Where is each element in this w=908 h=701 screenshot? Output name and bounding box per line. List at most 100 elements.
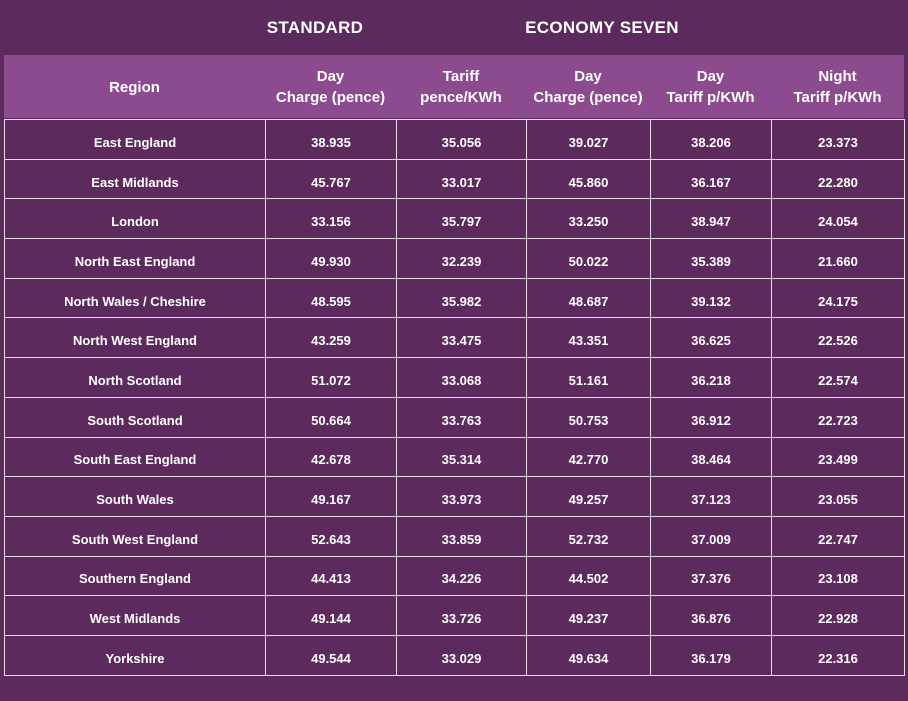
value-cell: 33.475 (396, 317, 527, 359)
table-row: North Scotland 51.072 33.068 51.161 36.218 22… (4, 357, 905, 398)
value-cell: 49.257 (526, 476, 651, 517)
header-line: Day (574, 67, 602, 85)
value-cell: 36.912 (650, 396, 772, 438)
value-cell: 51.072 (265, 357, 397, 398)
value-cell: 43.351 (526, 317, 651, 359)
value-cell: 22.280 (771, 158, 905, 200)
value-cell: 35.797 (396, 198, 527, 240)
column-header: Night Tariff p/KWh (771, 55, 904, 118)
value-cell: 42.678 (265, 436, 397, 478)
value-cell: 43.259 (265, 317, 397, 359)
value-cell: 35.056 (396, 119, 527, 160)
value-cell: 36.218 (650, 357, 772, 398)
value-cell: 33.068 (396, 357, 527, 398)
column-header: Day Tariff p/KWh (650, 55, 771, 118)
value-cell: 37.009 (650, 515, 772, 557)
value-cell: 22.723 (771, 396, 905, 438)
column-header: Day Charge (pence) (265, 55, 396, 118)
value-cell: 32.239 (396, 238, 527, 279)
value-cell: 33.017 (396, 158, 527, 200)
table-row: London 33.156 35.797 33.250 38.947 24.054 (4, 198, 905, 240)
group-header: ECONOMY SEVEN (525, 18, 679, 37)
table-row: South West England 52.643 33.859 52.732 37.0… (4, 515, 905, 557)
header-line: Tariff (442, 67, 480, 85)
value-cell: 48.595 (265, 277, 397, 319)
group-header: STANDARD (266, 18, 364, 37)
value-cell: 36.625 (650, 317, 772, 359)
header-line: Day (316, 67, 345, 85)
value-cell: 22.526 (771, 317, 905, 359)
table-row: Southern England 44.413 34.226 44.502 37.376… (4, 555, 905, 597)
value-cell: 23.108 (771, 555, 905, 597)
value-cell: 42.770 (526, 436, 651, 478)
value-cell: 50.753 (526, 396, 651, 438)
column-header: Region (4, 55, 265, 119)
value-cell: 33.726 (396, 595, 527, 636)
value-cell: 35.314 (396, 436, 527, 478)
value-cell: 33.973 (396, 476, 527, 517)
value-cell: 49.167 (265, 476, 397, 517)
region-cell: East England (4, 119, 266, 160)
value-cell: 49.634 (526, 634, 651, 676)
value-cell: 22.928 (771, 595, 905, 636)
value-cell: 37.123 (650, 476, 772, 517)
table-row: South Wales 49.167 33.973 49.257 37.123 23.05… (4, 476, 905, 517)
table-row: South East England 42.678 35.314 42.770 38.4… (4, 436, 905, 478)
value-cell: 33.859 (396, 515, 527, 557)
value-cell: 23.373 (771, 119, 905, 160)
region-cell: South Scotland (4, 396, 266, 438)
value-cell: 35.389 (650, 238, 772, 279)
value-cell: 52.732 (526, 515, 651, 557)
value-cell: 39.027 (526, 119, 651, 160)
value-cell: 36.876 (650, 595, 772, 636)
value-cell: 33.763 (396, 396, 527, 438)
header-line: Night (818, 67, 857, 85)
value-cell: 21.660 (771, 238, 905, 279)
column-header: Day Charge (pence) (526, 55, 650, 118)
value-cell: 24.175 (771, 277, 905, 319)
region-cell: North Wales / Cheshire (4, 277, 266, 319)
value-cell: 50.022 (526, 238, 651, 279)
region-cell: North West England (4, 317, 266, 359)
header-line: Charge (pence) (275, 88, 386, 106)
value-cell: 35.982 (396, 277, 527, 319)
region-cell: South Wales (4, 476, 266, 517)
value-cell: 52.643 (265, 515, 397, 557)
table-row: North Wales / Cheshire 48.595 35.982 48.687… (4, 277, 905, 319)
header-line: Charge (pence) (533, 88, 643, 106)
region-cell: West Midlands (4, 595, 266, 636)
value-cell: 39.132 (650, 277, 772, 319)
header-line: pence/KWh (420, 88, 502, 106)
table-row: East Midlands 45.767 33.017 45.860 36.167 22.… (4, 158, 905, 200)
table-row: North East England 49.930 32.239 50.022 35.3… (4, 238, 905, 279)
header-row: Region Day Charge (pence) Tariff pence/KWh Da… (4, 55, 904, 118)
region-cell: Yorkshire (4, 634, 266, 676)
table-row: South Scotland 50.664 33.763 50.753 36.912 22… (4, 396, 905, 438)
value-cell: 44.502 (526, 555, 651, 597)
table-row: North West England 43.259 33.475 43.351 36.6… (4, 317, 905, 359)
header-line: Region (109, 79, 160, 96)
value-cell: 49.930 (265, 238, 397, 279)
value-cell: 49.144 (265, 595, 397, 636)
header-line: Tariff p/KWh (666, 88, 755, 106)
value-cell: 22.747 (771, 515, 905, 557)
table-row: East England 38.935 35.056 39.027 38.206 23.3… (4, 119, 905, 160)
value-cell: 45.767 (265, 158, 397, 200)
region-cell: South West England (4, 515, 266, 557)
tariff-table: East England 38.935 35.056 39.027 38.206 23.3… (4, 119, 905, 676)
table-row: Yorkshire 49.544 33.029 49.634 36.179 22.316 (4, 634, 905, 676)
value-cell: 33.029 (396, 634, 527, 676)
region-cell: London (4, 198, 266, 240)
value-cell: 36.179 (650, 634, 772, 676)
value-cell: 23.055 (771, 476, 905, 517)
value-cell: 51.161 (526, 357, 651, 398)
value-cell: 48.687 (526, 277, 651, 319)
value-cell: 33.250 (526, 198, 651, 240)
value-cell: 22.316 (771, 634, 905, 676)
value-cell: 50.664 (265, 396, 397, 438)
region-cell: North Scotland (4, 357, 266, 398)
value-cell: 38.464 (650, 436, 772, 478)
header-line: Day (696, 67, 725, 85)
value-cell: 49.544 (265, 634, 397, 676)
